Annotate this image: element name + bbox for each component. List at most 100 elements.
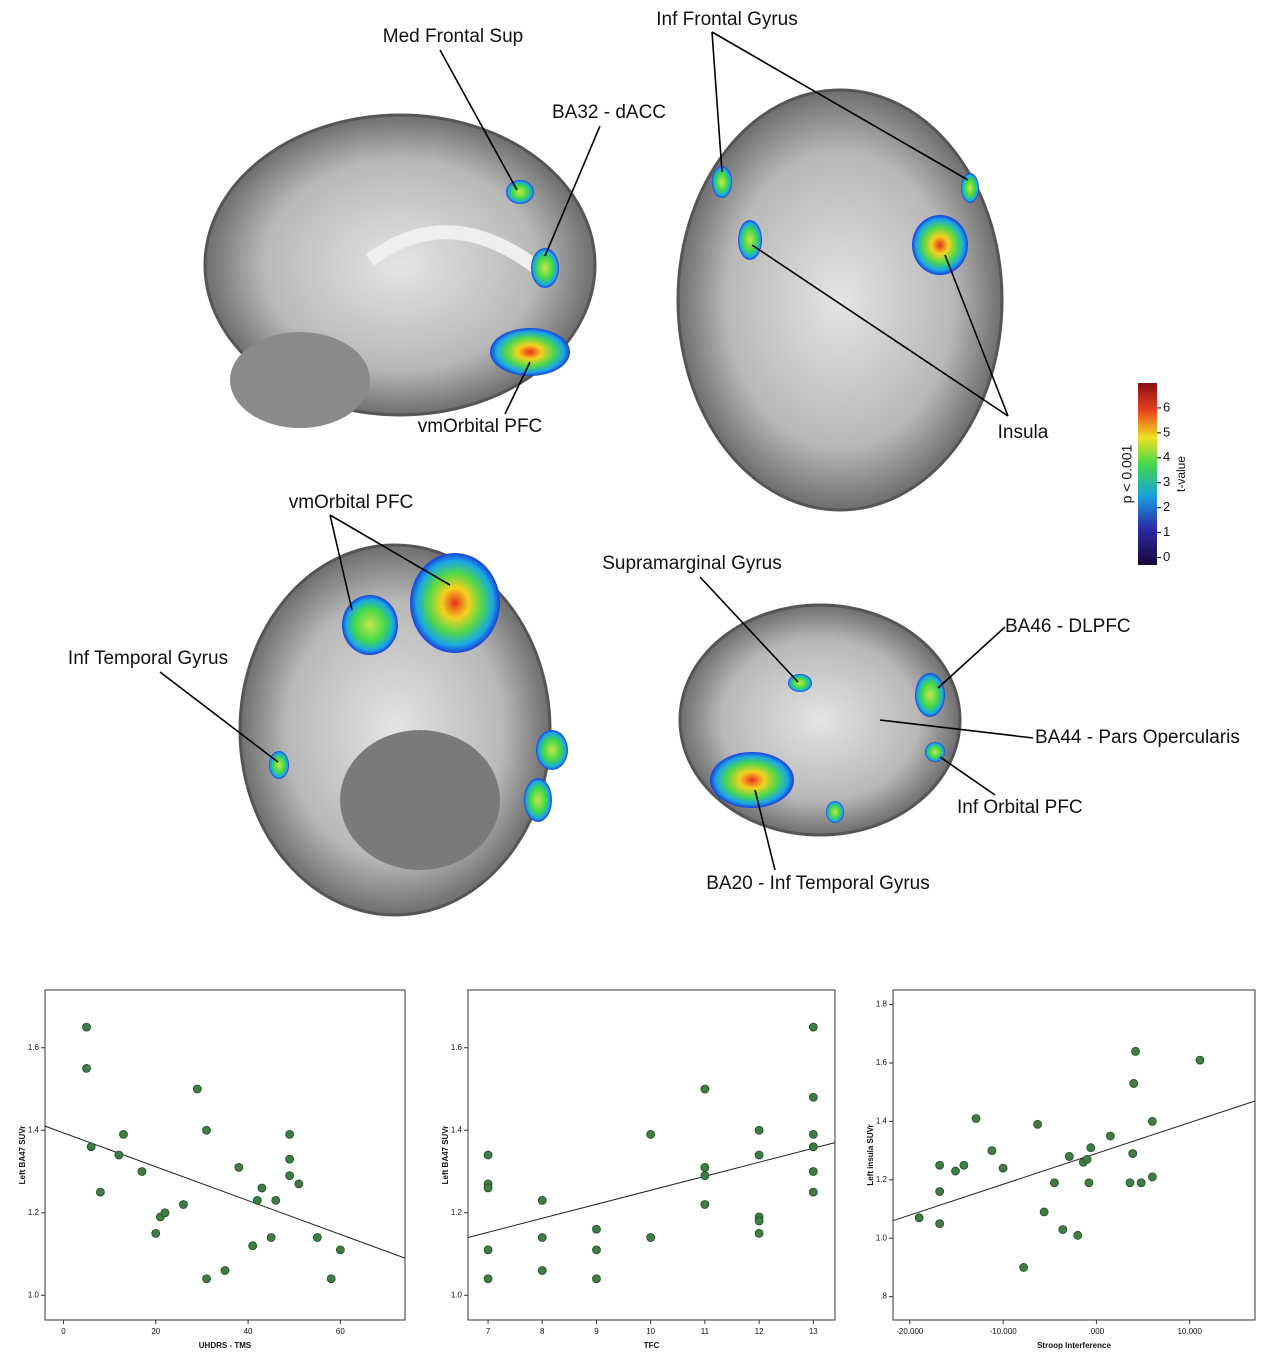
data-point	[295, 1180, 303, 1188]
data-point	[286, 1172, 294, 1180]
colorbar-axis-label: t-value	[1174, 456, 1188, 492]
data-point	[1087, 1144, 1095, 1152]
region-label: Inf Orbital PFC	[957, 797, 1083, 818]
data-point	[915, 1214, 923, 1222]
data-point	[83, 1023, 91, 1031]
x-tick-label: -10.000	[990, 1327, 1018, 1336]
x-axis-label: Stroop Interference	[1037, 1341, 1111, 1350]
data-point	[221, 1267, 229, 1275]
data-point	[249, 1242, 257, 1250]
data-point	[952, 1167, 960, 1175]
data-point	[592, 1275, 600, 1283]
y-tick-label: 1.8	[876, 1000, 888, 1009]
scatter-chart: -20.000-10.000.00010.000.81.01.21.41.61.…	[866, 990, 1255, 1350]
y-tick-label: 1.0	[28, 1290, 40, 1299]
data-point	[1196, 1056, 1204, 1064]
activation	[269, 751, 289, 779]
y-tick-label: 1.0	[876, 1233, 888, 1242]
data-point	[701, 1172, 709, 1180]
data-point	[193, 1085, 201, 1093]
region-label: Med Frontal Sup	[383, 26, 523, 47]
colorbar-tick-label: 1	[1163, 524, 1170, 539]
data-point	[809, 1023, 817, 1031]
data-point	[152, 1229, 160, 1237]
data-point	[936, 1220, 944, 1228]
data-point	[286, 1155, 294, 1163]
x-axis-label: TFC	[644, 1341, 660, 1350]
data-point	[235, 1163, 243, 1171]
plot-frame	[468, 990, 835, 1320]
data-point	[87, 1143, 95, 1151]
region-label: vmOrbital PFC	[289, 492, 414, 513]
y-tick-label: 1.6	[451, 1043, 463, 1052]
activation	[915, 673, 945, 717]
data-point	[336, 1246, 344, 1254]
data-point	[999, 1164, 1007, 1172]
x-tick-label: 13	[809, 1327, 818, 1336]
cerebellum	[230, 332, 370, 428]
activation	[506, 180, 534, 204]
data-point	[327, 1275, 335, 1283]
activation	[490, 328, 570, 376]
data-point	[1130, 1079, 1138, 1087]
data-point	[936, 1188, 944, 1196]
data-point	[592, 1225, 600, 1233]
data-point	[538, 1234, 546, 1242]
colorbar-tick-label: 3	[1163, 474, 1170, 489]
data-point	[1083, 1155, 1091, 1163]
region-label: vmOrbital PFC	[418, 416, 543, 437]
leader-line	[938, 627, 1005, 688]
colorbar	[1138, 383, 1157, 565]
y-tick-label: 1.0	[451, 1290, 463, 1299]
data-point	[115, 1151, 123, 1159]
x-tick-label: 0	[61, 1327, 66, 1336]
data-point	[809, 1093, 817, 1101]
trend-line	[468, 1143, 835, 1238]
data-point	[161, 1209, 169, 1217]
x-tick-label: 20	[151, 1327, 160, 1336]
data-point	[1148, 1173, 1156, 1181]
x-tick-label: -20.000	[896, 1327, 924, 1336]
data-point	[960, 1161, 968, 1169]
cerebellum-axial	[340, 730, 500, 870]
data-point	[179, 1201, 187, 1209]
activation	[738, 220, 762, 260]
data-point	[1106, 1132, 1114, 1140]
figure: Med Frontal SupInf Frontal GyrusBA32 - d…	[0, 0, 1279, 1351]
x-tick-label: 60	[336, 1327, 345, 1336]
data-point	[484, 1184, 492, 1192]
data-point	[119, 1130, 127, 1138]
x-tick-label: 9	[594, 1327, 599, 1336]
colorbar-tick-label: 0	[1163, 549, 1170, 564]
data-point	[809, 1143, 817, 1151]
y-tick-label: 1.6	[28, 1043, 40, 1052]
data-point	[286, 1130, 294, 1138]
region-label: BA46 - DLPFC	[1005, 616, 1131, 637]
data-point	[484, 1151, 492, 1159]
region-label: BA44 - Pars Opercularis	[1035, 727, 1240, 748]
data-point	[484, 1246, 492, 1254]
data-point	[267, 1234, 275, 1242]
y-tick-label: .8	[880, 1292, 887, 1301]
y-tick-label: 1.6	[876, 1058, 888, 1067]
region-label: Insula	[998, 422, 1049, 443]
region-label: Inf Frontal Gyrus	[656, 9, 798, 30]
trend-line	[893, 1101, 1255, 1221]
data-point	[647, 1234, 655, 1242]
data-point	[755, 1229, 763, 1237]
scatter-chart: 02040601.01.21.41.6UHDRS - TMSLeft BA47 …	[18, 990, 405, 1350]
data-point	[1020, 1263, 1028, 1271]
y-tick-label: 1.4	[876, 1117, 888, 1126]
y-tick-label: 1.2	[451, 1208, 463, 1217]
activation	[410, 553, 500, 653]
x-tick-label: 11	[701, 1327, 710, 1336]
y-axis-label: Left BA47 SUVr	[18, 1126, 27, 1185]
activation	[536, 730, 568, 770]
data-point	[313, 1234, 321, 1242]
data-point	[755, 1217, 763, 1225]
colorbar-tick-label: 2	[1163, 499, 1170, 514]
data-point	[1129, 1150, 1137, 1158]
data-point	[1034, 1120, 1042, 1128]
data-point	[272, 1196, 280, 1204]
data-point	[809, 1168, 817, 1176]
